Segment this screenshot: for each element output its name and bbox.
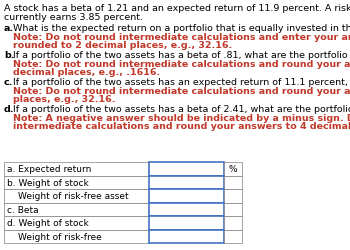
Text: Note: Do not round intermediate calculations and round your answers to 4: Note: Do not round intermediate calculat… (13, 60, 350, 69)
Text: Note: Do not round intermediate calculations and enter your answer as a percent: Note: Do not round intermediate calculat… (13, 33, 350, 42)
Bar (4, 230, 149, 243)
Text: a. Expected return: a. Expected return (7, 164, 91, 173)
Bar (4, 176, 149, 189)
Text: c.: c. (4, 78, 13, 87)
Bar (149, 230, 224, 243)
Text: decimal places, e.g., .1616.: decimal places, e.g., .1616. (13, 68, 160, 77)
Bar (224, 203, 242, 216)
Text: d. Weight of stock: d. Weight of stock (7, 218, 89, 227)
Text: a.: a. (4, 24, 14, 33)
Bar (149, 216, 224, 230)
Text: Weight of risk-free asset: Weight of risk-free asset (18, 192, 129, 200)
Text: What is the expected return on a portfolio that is equally invested in the two a: What is the expected return on a portfol… (13, 24, 350, 33)
Text: %: % (229, 164, 237, 173)
Text: If a portfolio of the two assets has a beta of .81, what are the portfolio weigh: If a portfolio of the two assets has a b… (13, 51, 350, 60)
Text: currently earns 3.85 percent.: currently earns 3.85 percent. (4, 13, 143, 22)
Bar (224, 162, 242, 176)
Text: Note: Do not round intermediate calculations and round your answer to 2 decimal: Note: Do not round intermediate calculat… (13, 87, 350, 96)
Bar (224, 216, 242, 230)
Bar (149, 203, 224, 216)
Bar (224, 189, 242, 203)
Bar (149, 176, 224, 189)
Bar (4, 203, 149, 216)
Text: If a portfolio of the two assets has an expected return of 11.1 percent, what is: If a portfolio of the two assets has an … (13, 78, 350, 87)
Text: Note: A negative answer should be indicated by a minus sign. Do not round: Note: A negative answer should be indica… (13, 114, 350, 122)
Text: Weight of risk-free: Weight of risk-free (18, 232, 102, 241)
Bar (4, 189, 149, 203)
Text: b.: b. (4, 51, 14, 60)
Bar (4, 216, 149, 230)
Bar (4, 162, 149, 176)
Text: intermediate calculations and round your answers to 4 decimal places, e.g., .161: intermediate calculations and round your… (13, 122, 350, 130)
Text: A stock has a beta of 1.21 and an expected return of 11.9 percent. A risk-free a: A stock has a beta of 1.21 and an expect… (4, 4, 350, 13)
Text: c. Beta: c. Beta (7, 205, 38, 214)
Bar (149, 162, 224, 176)
Bar (224, 176, 242, 189)
Text: rounded to 2 decimal places, e.g., 32.16.: rounded to 2 decimal places, e.g., 32.16… (13, 41, 232, 50)
Bar (224, 230, 242, 243)
Text: b. Weight of stock: b. Weight of stock (7, 178, 89, 187)
Text: d.: d. (4, 104, 14, 114)
Text: places, e.g., 32.16.: places, e.g., 32.16. (13, 94, 116, 104)
Text: If a portfolio of the two assets has a beta of 2.41, what are the portfolio weig: If a portfolio of the two assets has a b… (13, 104, 350, 114)
Bar (149, 189, 224, 203)
